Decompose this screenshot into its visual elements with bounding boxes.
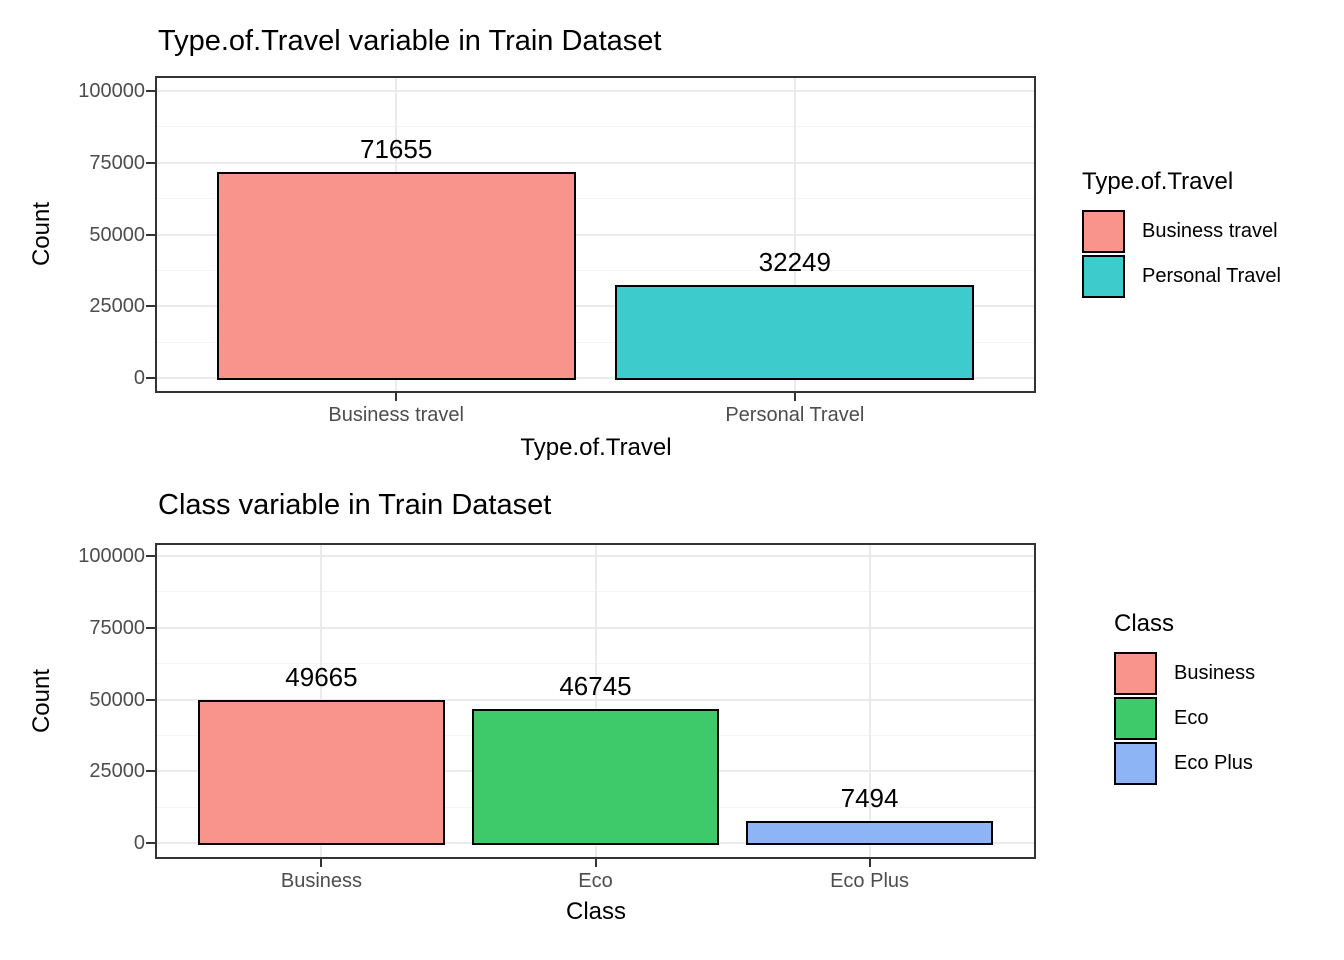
x-tick-label: Business (280, 870, 363, 892)
bar-business (198, 700, 445, 845)
chart-title-travel: Type.of.Travel variable in Train Dataset (158, 25, 662, 57)
gridline-major (157, 305, 1034, 308)
y-tick-label: 50000 (89, 223, 145, 246)
legend-item-eco-plus: Eco Plus (1114, 742, 1255, 785)
gridline-minor (157, 198, 1034, 200)
legend-travel: Type.of.Travel Business travel Personal T… (1082, 168, 1281, 300)
gridline-vertical (793, 78, 796, 391)
gridline-minor (157, 269, 1034, 271)
bar-value-label: 49665 (285, 662, 358, 693)
gridline-major (157, 161, 1034, 164)
legend-swatch (1114, 697, 1157, 740)
legend-class: Class Business Eco Eco Plus (1114, 610, 1255, 787)
legend-label: Personal Travel (1142, 265, 1281, 287)
legend-item-personal-travel: Personal Travel (1082, 255, 1281, 298)
y-tick-label: 0 (133, 832, 145, 854)
legend-title-class: Class (1114, 610, 1175, 637)
gridline-vertical (594, 545, 597, 857)
x-axis-title-class: Class (565, 898, 627, 925)
legend-item-eco: Eco (1114, 697, 1255, 740)
legend-items-travel: Business travel Personal Travel (1082, 210, 1281, 298)
gridline-minor (157, 126, 1034, 128)
y-tick-mark (146, 233, 155, 236)
legend-swatch (1114, 652, 1157, 695)
y-tick-mark (146, 305, 155, 308)
bar-value-label: 32249 (758, 247, 831, 278)
y-tick-label: 0 (133, 367, 145, 389)
y-tick-label: 75000 (89, 616, 145, 639)
y-tick-mark (146, 698, 155, 701)
y-tick-label: 50000 (89, 688, 145, 711)
gridline-minor (157, 341, 1034, 343)
x-tick-label: Personal Travel (725, 404, 865, 426)
legend-items-class: Business Eco Eco Plus (1114, 652, 1255, 785)
gridline-major (157, 90, 1034, 92)
bar-business-travel (216, 172, 576, 380)
y-tick-label: 25000 (89, 295, 145, 318)
bar-eco (472, 708, 719, 845)
y-tick-mark (146, 161, 155, 164)
legend-swatch (1082, 210, 1125, 253)
y-tick-label: 100000 (78, 80, 145, 102)
legend-title-travel: Type.of.Travel (1082, 168, 1234, 195)
y-tick-mark (146, 842, 155, 844)
bar-value-label: 46745 (559, 670, 632, 701)
legend-label: Eco Plus (1174, 752, 1253, 774)
y-tick-label: 25000 (89, 760, 145, 783)
y-tick-label: 100000 (78, 545, 145, 567)
x-tick-label: Eco (578, 870, 613, 892)
x-tick-mark (395, 393, 398, 401)
x-tick-mark (868, 859, 871, 867)
legend-label: Business travel (1142, 220, 1278, 242)
bar-personal-travel (615, 285, 975, 380)
bar-value-label: 7494 (840, 783, 899, 814)
chart-title-class: Class variable in Train Dataset (158, 489, 552, 521)
bar-value-label: 71655 (360, 134, 433, 165)
plot-panel-class: 49665 46745 7494 (155, 543, 1036, 859)
legend-swatch (1114, 742, 1157, 785)
bar-eco-plus (746, 821, 993, 845)
legend-label: Business (1174, 662, 1256, 684)
y-tick-mark (146, 626, 155, 629)
x-tick-mark (594, 859, 597, 867)
gridline-major (157, 233, 1034, 236)
y-tick-mark (146, 555, 155, 557)
y-tick-label: 75000 (89, 151, 145, 174)
y-tick-mark (146, 377, 155, 379)
plot-panel-travel: 71655 32249 (155, 76, 1036, 393)
y-tick-mark (146, 90, 155, 92)
gridline-major (157, 377, 1034, 379)
x-tick-mark (793, 393, 796, 401)
legend-item-business-travel: Business travel (1082, 210, 1281, 253)
x-axis-title-travel: Type.of.Travel (520, 434, 672, 461)
legend-swatch (1082, 255, 1125, 298)
x-tick-mark (320, 859, 323, 867)
legend-label: Eco (1174, 707, 1209, 729)
legend-item-business: Business (1114, 652, 1255, 695)
y-tick-mark (146, 770, 155, 773)
x-tick-label: Eco Plus (830, 870, 910, 892)
gridline-vertical (868, 545, 871, 857)
x-tick-label: Business travel (328, 404, 464, 426)
